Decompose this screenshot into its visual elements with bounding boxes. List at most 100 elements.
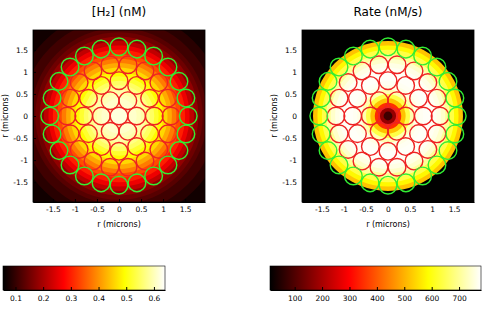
tick-mark (141, 199, 142, 202)
heat-ring (93, 90, 146, 143)
cell (327, 107, 345, 125)
tick-mark (99, 287, 100, 290)
heat-ring (302, 30, 474, 202)
tick: 0.5 (285, 90, 305, 99)
tick: -1.5 (13, 178, 36, 187)
tick: -0.5 (13, 134, 36, 143)
cell (110, 38, 128, 56)
tick-mark (388, 199, 389, 202)
cell (345, 167, 363, 185)
plot-area (302, 30, 474, 202)
tick: 0.4 (93, 287, 105, 303)
tick-mark (33, 94, 36, 95)
tick: 500 (398, 287, 413, 303)
tick: 1.5 (449, 199, 461, 214)
tick-mark (33, 116, 36, 117)
tick-mark (322, 199, 323, 202)
tick-mark (71, 287, 72, 290)
plot-area (33, 30, 205, 202)
tick-mark (404, 287, 405, 290)
panel: -1.5-1-0.500.511.5-1.5-1-0.500.511.5Rate… (265, 0, 484, 303)
cell (379, 176, 397, 194)
tick-label: 1.5 (449, 205, 461, 214)
cell (431, 107, 449, 125)
tick-mark (366, 199, 367, 202)
cell (80, 90, 98, 108)
tick: 0.3 (65, 287, 77, 303)
tick-label: 600 (425, 294, 440, 303)
cell (50, 73, 68, 91)
tick-mark (302, 72, 305, 73)
tick: 300 (343, 287, 358, 303)
heat-ring (357, 85, 419, 147)
cell (141, 90, 159, 108)
cell (179, 107, 197, 125)
heat-ring (335, 63, 441, 169)
cell (70, 74, 88, 92)
cell (388, 158, 406, 176)
tick-mark (33, 160, 36, 161)
cell (349, 125, 367, 143)
tick: -1.5 (282, 178, 305, 187)
tick-label: 100 (288, 294, 303, 303)
cell (43, 125, 61, 143)
cell (101, 56, 119, 74)
heat-ring (362, 90, 415, 143)
cell (119, 158, 137, 176)
tick: 0.5 (121, 287, 133, 303)
cell (379, 142, 397, 160)
tick-label: -0.5 (359, 205, 374, 214)
tick-label: -1 (341, 205, 349, 214)
heat-ring (79, 76, 158, 155)
cell (448, 107, 466, 125)
heat-ring (70, 67, 167, 164)
tick-label: -0.5 (282, 134, 297, 143)
heat-ring (322, 50, 454, 182)
cell (370, 158, 388, 176)
tick: -0.5 (90, 199, 105, 214)
tick-mark (302, 116, 305, 117)
tick-mark (302, 160, 305, 161)
x-axis-title: r (microns) (97, 220, 141, 229)
y-axis-title: r (microns) (270, 94, 279, 138)
cell (110, 176, 128, 194)
cell (92, 174, 110, 192)
heat-ring (33, 30, 205, 202)
tick-label: 0 (292, 112, 297, 121)
tick: 200 (315, 287, 330, 303)
cell (361, 174, 379, 192)
cell (339, 74, 357, 92)
cell (344, 107, 362, 125)
tick-mark (454, 199, 455, 202)
tick-label: -1 (290, 156, 298, 165)
axis-line (34, 202, 206, 203)
tick-label: 1 (292, 68, 297, 77)
cell (312, 125, 330, 143)
tick-label: 0 (117, 205, 122, 214)
cell (428, 89, 446, 107)
heat-ring (44, 41, 194, 191)
heat-ring (57, 54, 180, 177)
tick-label: -0.5 (90, 205, 105, 214)
cell (177, 125, 195, 143)
cell (414, 107, 432, 125)
tick-label: 200 (315, 294, 330, 303)
tick-mark (15, 287, 16, 290)
tick-mark (163, 199, 164, 202)
tick-label: 1 (23, 68, 28, 77)
tick: 0.1 (10, 287, 22, 303)
x-axis-title: r (microns) (366, 220, 410, 229)
tick-mark (432, 199, 433, 202)
tick: -0.5 (359, 199, 374, 214)
tick-mark (119, 199, 120, 202)
cell (128, 40, 146, 58)
cell (388, 56, 406, 74)
tick: -1 (341, 199, 349, 214)
tick-label: 0.5 (405, 205, 417, 214)
cell (446, 89, 464, 107)
tick-label: 700 (452, 294, 467, 303)
tick-label: 400 (370, 294, 385, 303)
tick-mark (53, 199, 54, 202)
tick: -1 (21, 156, 36, 165)
tick-label: 0.4 (93, 294, 105, 303)
